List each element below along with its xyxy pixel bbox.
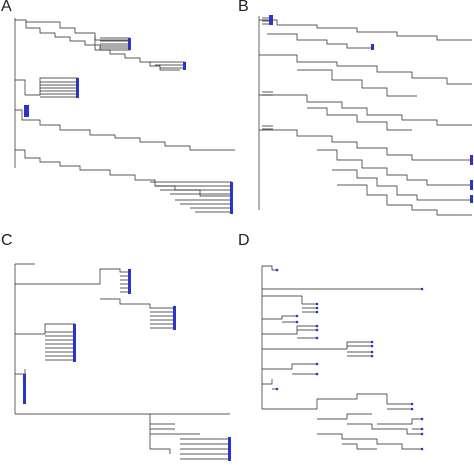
panel-label-d: D	[238, 234, 250, 249]
phylogenetic-tree-a	[14, 18, 235, 214]
phylogenetic-tree-d	[261, 265, 424, 451]
phylogenetic-tree-c	[14, 263, 231, 461]
phylogenetic-tree-b	[258, 15, 473, 216]
panel-c: C	[0, 234, 237, 467]
panel-label-b: B	[238, 0, 249, 15]
panel-label-c: C	[1, 234, 13, 249]
panel-d: D	[237, 234, 474, 467]
panel-label-a: A	[1, 0, 12, 15]
panel-b: B	[237, 0, 474, 233]
panel-a: A	[0, 0, 237, 233]
